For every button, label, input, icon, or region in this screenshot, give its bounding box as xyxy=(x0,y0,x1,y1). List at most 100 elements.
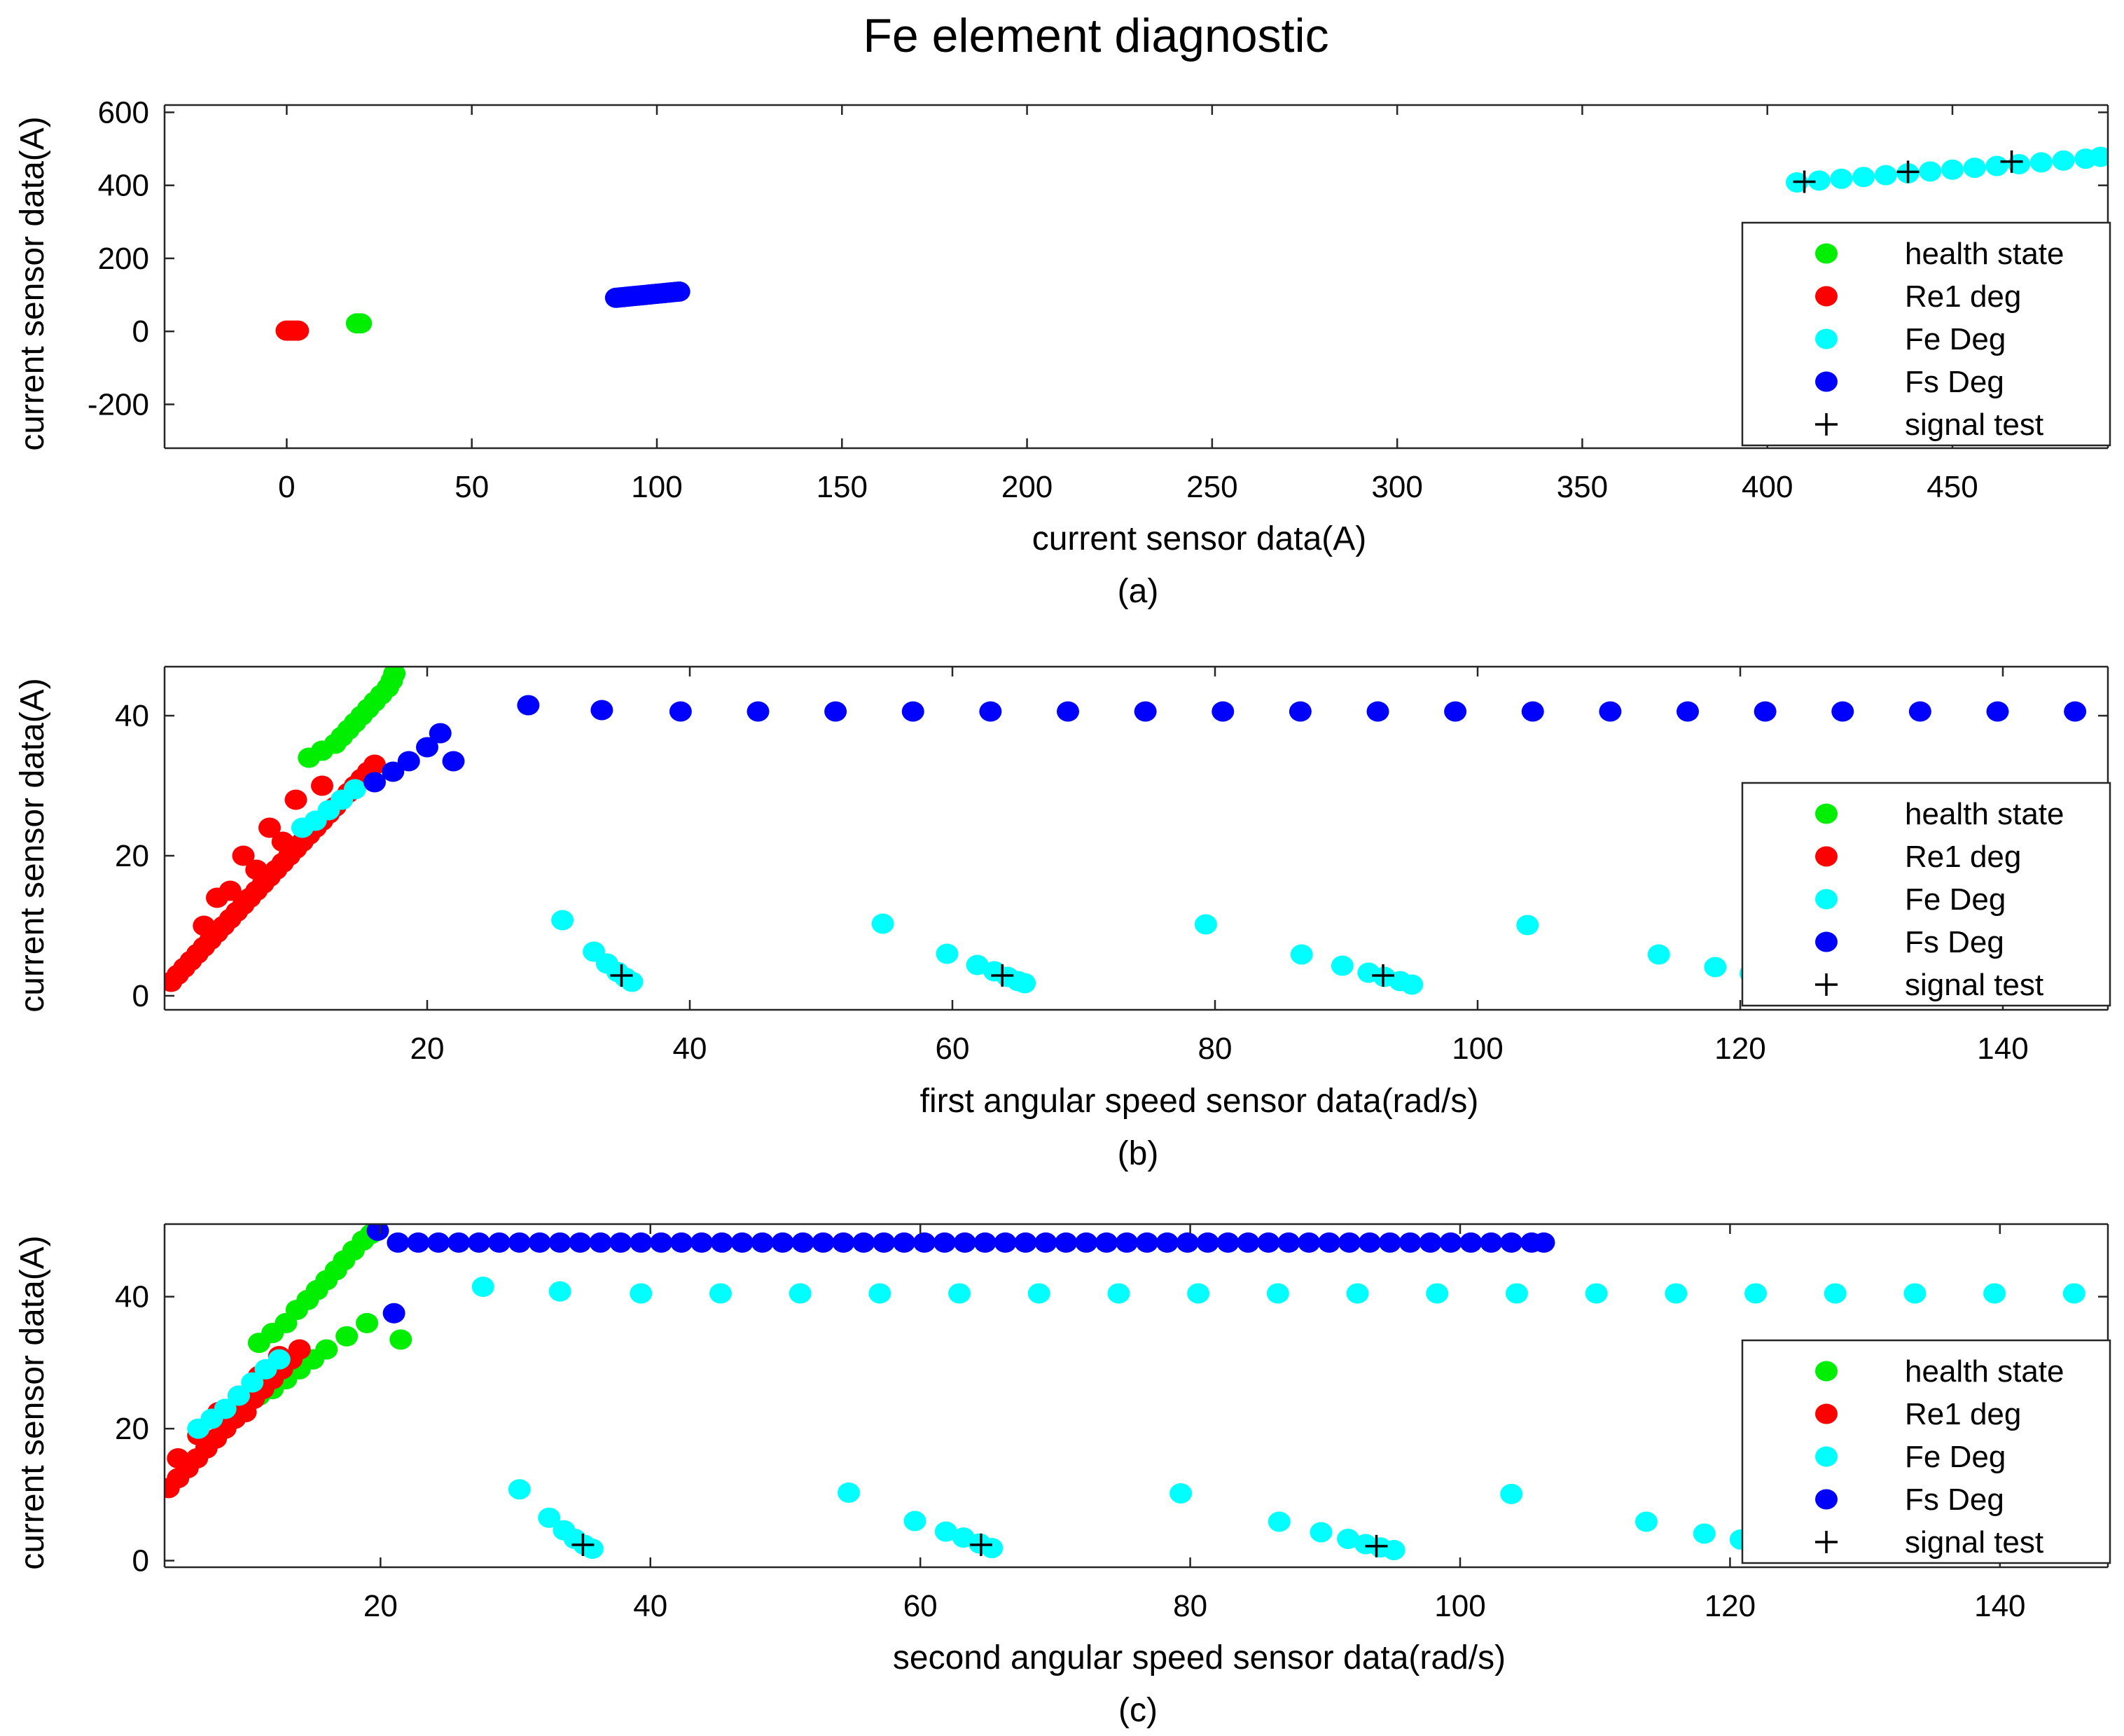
data-point xyxy=(730,1232,754,1253)
data-point xyxy=(1135,1232,1158,1253)
series-signal-test xyxy=(1793,150,2023,193)
data-point xyxy=(667,281,690,302)
data-point xyxy=(2064,701,2087,722)
data-point xyxy=(1194,914,1217,935)
legend-label: health state xyxy=(1905,237,2064,271)
data-point xyxy=(349,313,373,334)
data-point xyxy=(1401,974,1424,995)
data-point xyxy=(1055,1232,1078,1253)
data-point xyxy=(1647,944,1670,965)
data-point xyxy=(487,1232,511,1253)
series-fs-deg xyxy=(604,281,690,308)
data-point xyxy=(873,1232,896,1253)
series-fs-deg xyxy=(363,695,2087,793)
data-point xyxy=(1331,955,1354,976)
data-point xyxy=(1257,1232,1280,1253)
data-point xyxy=(311,775,333,796)
data-point xyxy=(1134,701,1157,722)
data-point xyxy=(1824,1283,1847,1304)
data-point xyxy=(1034,1232,1057,1253)
data-point xyxy=(1216,1232,1240,1253)
data-point xyxy=(218,880,242,901)
legend-marker xyxy=(1815,413,1838,436)
data-point xyxy=(468,1232,491,1253)
data-point xyxy=(868,1283,891,1304)
chart-panel-3: 20 40 60 80 100 120 140 0 20 40 second angular spe… xyxy=(14,1223,2111,1729)
data-point xyxy=(383,667,406,684)
x-tick-label: 250 xyxy=(1186,470,1237,504)
data-point xyxy=(1346,1283,1369,1304)
data-point xyxy=(1754,701,1777,722)
data-point xyxy=(1212,701,1235,722)
data-point xyxy=(167,1448,190,1469)
data-point xyxy=(551,910,574,931)
data-point xyxy=(709,1283,732,1304)
data-point xyxy=(286,320,310,341)
y-tick-label: 20 xyxy=(115,1412,149,1446)
data-point xyxy=(1013,973,1036,994)
legend-marker xyxy=(1815,243,1838,264)
x-tick-label: 60 xyxy=(903,1589,938,1623)
data-point xyxy=(832,1232,855,1253)
legend-marker xyxy=(1815,1489,1838,1510)
data-point xyxy=(387,1232,410,1253)
data-point xyxy=(1919,161,1942,182)
data-point xyxy=(315,1339,338,1360)
y-axis-label: current sensor data(A) xyxy=(14,678,51,1013)
data-point xyxy=(991,964,1014,987)
data-point xyxy=(548,1281,571,1302)
legend-label: Fs Deg xyxy=(1905,925,2004,959)
legend-box xyxy=(1741,1339,2111,1564)
data-point xyxy=(980,1538,1004,1559)
series-signal-test xyxy=(571,1533,1388,1557)
data-point xyxy=(1704,957,1727,978)
data-point xyxy=(747,701,770,722)
data-point xyxy=(669,701,692,722)
chart-panel-2: 20 40 60 80 100 120 140 0 20 40 first angular spee… xyxy=(14,665,2111,1172)
data-point xyxy=(258,817,281,838)
data-point xyxy=(994,1232,1017,1253)
y-tick-label: 20 xyxy=(115,839,149,873)
data-point xyxy=(363,754,386,775)
data-point xyxy=(471,1277,494,1298)
data-point xyxy=(1398,1232,1422,1253)
data-point xyxy=(1318,1232,1341,1253)
x-tick-label: 40 xyxy=(633,1589,667,1623)
plot-area xyxy=(275,146,2108,341)
data-point xyxy=(1338,1232,1361,1253)
y-axis-label: current sensor data(A) xyxy=(14,1235,51,1570)
data-point xyxy=(1196,1232,1219,1253)
y-tick-label: 40 xyxy=(115,699,149,733)
data-point xyxy=(630,1232,653,1253)
data-point xyxy=(1237,1232,1260,1253)
data-point xyxy=(1155,1232,1179,1253)
data-point xyxy=(812,1232,835,1253)
data-point xyxy=(966,954,989,975)
x-axis-label: first angular speed sensor data(rad/s) xyxy=(920,1083,1479,1120)
data-point xyxy=(973,1232,997,1253)
data-point xyxy=(1521,701,1544,722)
legend-label: Fs Deg xyxy=(1905,365,2004,399)
data-point xyxy=(271,831,294,852)
chart-caption: (b) xyxy=(1118,1135,1159,1172)
y-tick-label: 600 xyxy=(98,95,149,130)
data-point xyxy=(234,1402,257,1423)
x-tick-label: 120 xyxy=(1705,1589,1756,1623)
data-point xyxy=(581,1539,604,1560)
data-point xyxy=(1665,1283,1688,1304)
data-point xyxy=(1095,1232,1118,1253)
data-point xyxy=(650,1232,673,1253)
legend-box xyxy=(1741,782,2111,1007)
legend-marker xyxy=(1815,803,1838,824)
data-point xyxy=(1874,165,1897,186)
x-tick-label: 100 xyxy=(631,470,682,504)
legend-label: signal test xyxy=(1905,408,2043,442)
chart-caption: (c) xyxy=(1118,1692,1158,1729)
x-tick-label: 20 xyxy=(410,1032,445,1066)
data-point xyxy=(1116,1232,1139,1253)
data-point xyxy=(953,1232,976,1253)
legend-label: health state xyxy=(1905,797,2064,831)
data-point xyxy=(389,1329,412,1350)
x-tick-label: 140 xyxy=(1974,1589,2025,1623)
y-tick-label: 0 xyxy=(132,1544,149,1578)
